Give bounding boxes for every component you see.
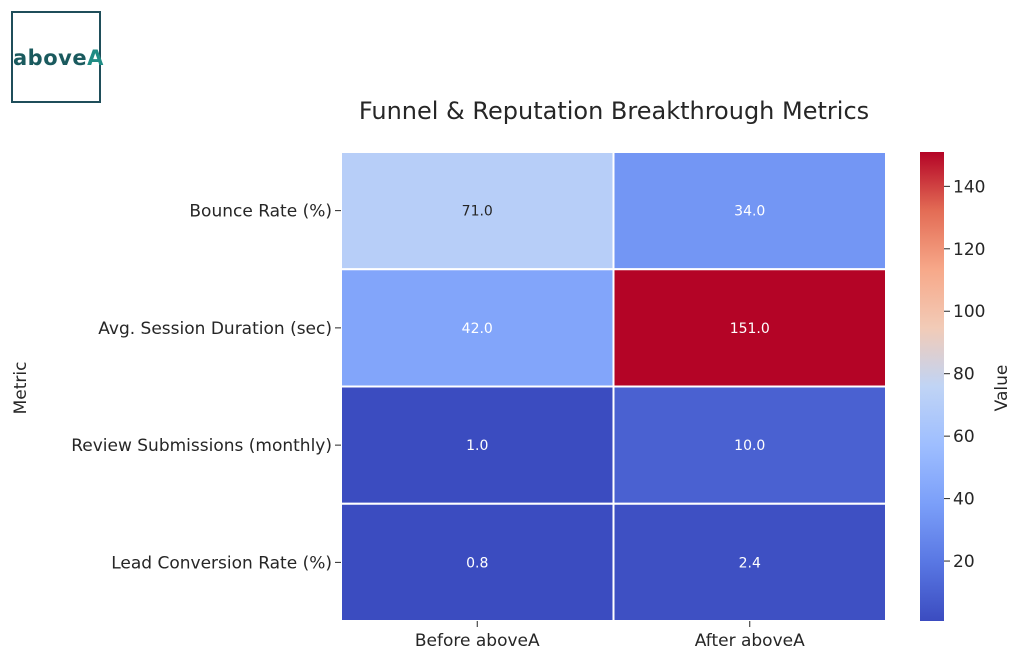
column-label: Before aboveA — [415, 631, 540, 651]
colorbar-tick-label: 140 — [953, 177, 985, 197]
row-label: Review Submissions (monthly) — [71, 436, 332, 456]
colorbar-tick-label: 20 — [953, 552, 975, 572]
heatmap-cell — [612, 502, 887, 622]
chart-title: Funnel & Reputation Breakthrough Metrics — [359, 97, 869, 125]
cell-value-label: 1.0 — [466, 438, 488, 454]
column-labels: Before aboveA After aboveA — [415, 621, 805, 651]
colorbar-tick-label: 100 — [953, 302, 985, 322]
column-label: After aboveA — [695, 631, 805, 651]
cell-value-label: 2.4 — [739, 555, 761, 571]
row-label: Avg. Session Duration (sec) — [98, 319, 332, 339]
colorbar-ticks: 20 40 60 80 100 120 140 — [944, 177, 985, 572]
logo-text-main: above — [13, 46, 88, 70]
row-labels: Bounce Rate (%) Avg. Session Duration (se… — [71, 202, 341, 573]
colorbar-tick-label: 60 — [953, 427, 975, 447]
cell-value-label: 151.0 — [730, 321, 770, 337]
cell-value-label: 42.0 — [462, 321, 493, 337]
cell-value-label: 71.0 — [462, 204, 493, 220]
heatmap-cell — [612, 385, 887, 505]
colorbar-label: Value — [992, 365, 1012, 412]
row-label: Lead Conversion Rate (%) — [111, 553, 332, 573]
colorbar — [920, 152, 944, 621]
colorbar-tick-label: 120 — [953, 240, 985, 260]
cell-value-label: 10.0 — [734, 438, 765, 454]
cell-value-label: 0.8 — [466, 555, 488, 571]
logo-text-accent: A — [87, 46, 104, 70]
y-axis-label: Metric — [11, 362, 31, 415]
colorbar-tick-label: 40 — [953, 490, 975, 510]
logo-text: aboveA — [13, 46, 103, 70]
brand-logo: aboveA — [11, 11, 103, 103]
row-label: Bounce Rate (%) — [189, 202, 332, 222]
heatmap-cells: 71.0 34.0 42.0 151.0 1.0 10.0 0.8 2.4 — [340, 151, 887, 622]
colorbar-tick-label: 80 — [953, 365, 975, 385]
heatmap-cell — [340, 502, 615, 622]
cell-value-label: 34.0 — [734, 204, 765, 220]
